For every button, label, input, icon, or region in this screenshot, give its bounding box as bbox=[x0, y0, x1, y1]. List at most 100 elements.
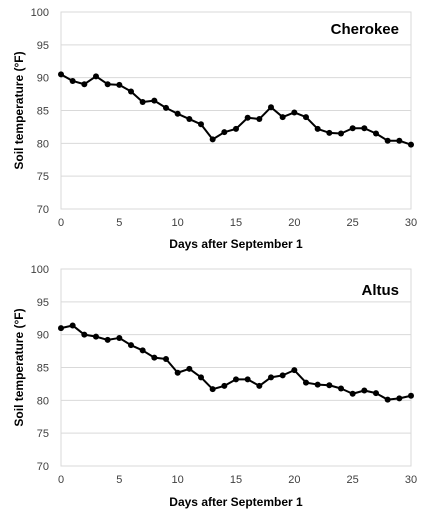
panel-label-0: Cherokee bbox=[331, 21, 399, 38]
data-point-1-4 bbox=[104, 336, 111, 343]
data-point-0-24 bbox=[338, 130, 344, 137]
x-tick-label-0-1: 5 bbox=[116, 217, 122, 229]
data-point-0-15 bbox=[233, 125, 239, 132]
y-axis-title-0: Soil temperature (°F) bbox=[12, 51, 26, 169]
y-tick-label-0-0: 70 bbox=[37, 204, 49, 216]
panel-label-1: Altus bbox=[362, 282, 400, 299]
data-point-1-19 bbox=[279, 372, 286, 379]
y-axis-title-1: Soil temperature (°F) bbox=[12, 308, 26, 426]
series-line-1-0 bbox=[60, 324, 412, 401]
chart-panel-0: 70 75 80 85 90 95 100 0 5 10 15 20 25 30 Days after Se… bbox=[12, 7, 417, 251]
data-point-1-12 bbox=[198, 374, 204, 381]
data-point-1-7 bbox=[139, 347, 146, 354]
data-point-0-29 bbox=[396, 137, 403, 144]
data-point-0-27 bbox=[373, 130, 379, 137]
data-point-1-16 bbox=[244, 376, 251, 383]
y-tick-label-0-6: 100 bbox=[31, 7, 49, 19]
data-point-0-30 bbox=[408, 141, 414, 148]
data-point-1-1 bbox=[69, 322, 76, 329]
data-point-0-18 bbox=[268, 104, 274, 111]
data-point-1-2 bbox=[81, 331, 88, 338]
y-tick-label-0-2: 80 bbox=[37, 138, 49, 150]
data-point-0-9 bbox=[163, 104, 169, 111]
data-point-1-18 bbox=[268, 374, 274, 381]
x-tick-label-1-0: 0 bbox=[58, 474, 64, 486]
data-point-1-25 bbox=[349, 390, 356, 397]
y-tick-label-0-4: 90 bbox=[37, 73, 49, 85]
data-point-0-3 bbox=[93, 73, 99, 80]
data-point-0-6 bbox=[128, 88, 134, 95]
data-point-1-29 bbox=[396, 395, 403, 402]
data-point-0-1 bbox=[69, 77, 76, 84]
x-tick-label-0-2: 10 bbox=[172, 217, 184, 229]
x-tick-label-1-4: 20 bbox=[288, 474, 300, 486]
data-point-1-28 bbox=[384, 396, 391, 403]
x-axis-title-0: Days after September 1 bbox=[169, 237, 303, 251]
data-point-0-17 bbox=[256, 116, 263, 123]
x-tick-label-1-1: 5 bbox=[116, 474, 122, 486]
data-point-0-14 bbox=[221, 129, 228, 136]
data-point-1-13 bbox=[209, 386, 216, 393]
series-line-0-0 bbox=[60, 73, 412, 146]
y-tick-label-0-5: 95 bbox=[37, 40, 49, 52]
data-point-1-14 bbox=[221, 382, 228, 389]
data-point-0-8 bbox=[151, 97, 158, 104]
data-point-1-10 bbox=[174, 369, 181, 376]
data-point-1-27 bbox=[373, 390, 379, 397]
y-tick-label-1-4: 90 bbox=[37, 330, 49, 342]
data-point-1-24 bbox=[338, 385, 344, 392]
data-point-1-0 bbox=[58, 325, 64, 332]
data-point-0-2 bbox=[81, 81, 88, 88]
y-tick-label-1-2: 80 bbox=[37, 395, 49, 407]
x-tick-label-1-5: 25 bbox=[347, 474, 359, 486]
data-point-0-4 bbox=[104, 81, 111, 88]
data-point-1-15 bbox=[233, 376, 239, 383]
data-point-0-21 bbox=[303, 114, 309, 121]
x-tick-label-0-6: 30 bbox=[405, 217, 417, 229]
x-axis-title-1: Days after September 1 bbox=[169, 495, 303, 509]
data-point-0-12 bbox=[198, 121, 204, 128]
data-point-0-26 bbox=[361, 125, 368, 132]
data-point-0-22 bbox=[314, 125, 321, 132]
x-tick-label-0-5: 25 bbox=[347, 217, 359, 229]
data-point-1-20 bbox=[291, 367, 298, 374]
data-point-1-3 bbox=[93, 333, 99, 340]
data-point-0-28 bbox=[384, 137, 391, 144]
x-tick-label-0-0: 0 bbox=[58, 217, 64, 229]
data-point-1-5 bbox=[116, 334, 123, 341]
data-point-0-5 bbox=[116, 81, 123, 88]
x-tick-label-0-4: 20 bbox=[288, 217, 300, 229]
chart-panel-1: 70 75 80 85 90 95 100 0 5 10 15 20 25 30 Days after Se… bbox=[12, 264, 417, 509]
data-point-1-22 bbox=[314, 381, 321, 388]
data-point-1-9 bbox=[163, 355, 169, 362]
data-point-0-19 bbox=[279, 114, 286, 121]
data-point-0-13 bbox=[209, 136, 216, 143]
y-tick-label-0-3: 85 bbox=[37, 106, 49, 118]
x-tick-label-1-2: 10 bbox=[172, 474, 184, 486]
y-tick-label-1-3: 85 bbox=[37, 363, 49, 375]
data-point-1-17 bbox=[256, 382, 263, 389]
x-tick-label-1-6: 30 bbox=[405, 474, 417, 486]
y-tick-label-0-1: 75 bbox=[37, 171, 49, 183]
data-point-0-10 bbox=[174, 110, 181, 117]
data-point-1-8 bbox=[151, 354, 158, 361]
y-tick-label-1-1: 75 bbox=[37, 428, 49, 440]
data-point-1-21 bbox=[303, 379, 309, 386]
data-point-0-23 bbox=[326, 129, 333, 136]
data-point-0-11 bbox=[186, 116, 193, 123]
data-point-0-16 bbox=[244, 114, 251, 121]
data-point-0-0 bbox=[58, 71, 64, 78]
data-point-1-30 bbox=[408, 392, 414, 399]
data-point-0-25 bbox=[349, 125, 356, 132]
y-tick-label-1-5: 95 bbox=[37, 297, 49, 309]
x-tick-label-0-3: 15 bbox=[230, 217, 242, 229]
data-point-1-26 bbox=[361, 387, 368, 394]
data-point-1-23 bbox=[326, 382, 333, 389]
data-point-0-7 bbox=[139, 98, 146, 105]
y-tick-label-1-0: 70 bbox=[37, 461, 49, 473]
data-point-0-20 bbox=[291, 109, 298, 116]
data-point-1-11 bbox=[186, 365, 193, 372]
y-tick-label-1-6: 100 bbox=[31, 264, 49, 276]
x-tick-label-1-3: 15 bbox=[230, 474, 242, 486]
